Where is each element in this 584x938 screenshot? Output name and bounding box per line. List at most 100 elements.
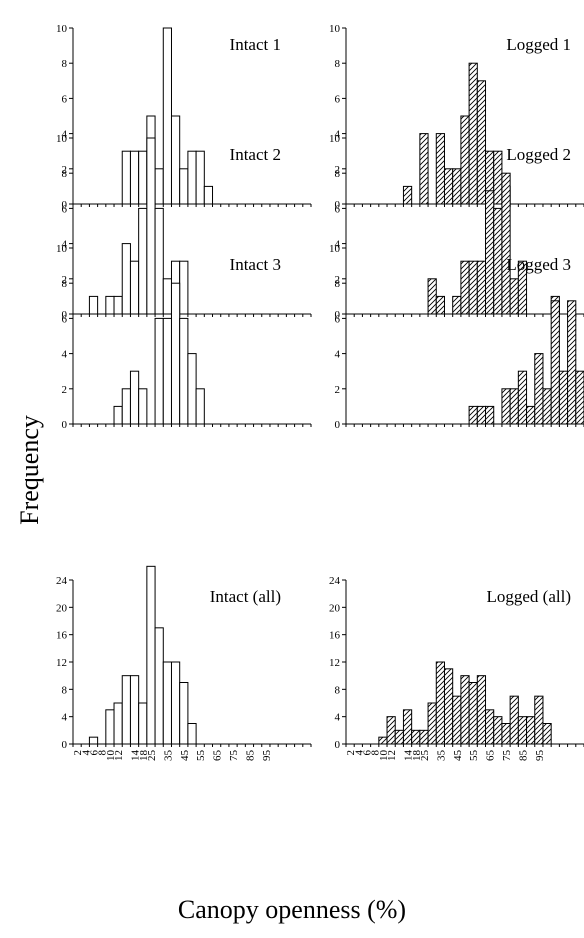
x-tick-label: 4 [80,750,92,756]
panel-title: Logged 2 [506,145,571,164]
y-tick-label: 0 [335,739,341,751]
histogram-bar [526,405,536,425]
y-tick-label: 24 [56,575,68,587]
histogram-bar [146,137,156,315]
histogram-bar [113,405,123,425]
y-tick-label: 16 [329,630,341,642]
y-tick-label: 0 [62,309,68,321]
y-tick-label: 0 [335,419,341,431]
histogram-bar [468,682,478,745]
y-tick-label: 8 [62,168,68,180]
histogram-bar [534,353,544,425]
y-tick-label: 10 [56,133,68,145]
histogram-bar [154,168,164,205]
panel-title: Intact (all) [210,587,281,606]
histogram-bar [485,190,495,315]
x-tick-label: 25 [419,750,431,762]
histogram-bar [550,300,560,425]
panel-title: Intact 1 [230,35,281,54]
x-tick-label: 8 [97,750,109,756]
histogram-bar [452,168,462,205]
y-tick-label: 10 [329,23,341,35]
y-tick-label: 2 [62,274,68,286]
x-tick-label: 65 [485,750,497,762]
histogram-bar [195,388,205,425]
y-tick-label: 0 [335,199,341,211]
y-tick-label: 10 [329,243,341,255]
histogram-bar [129,675,140,745]
y-tick-label: 8 [335,684,341,696]
histogram-bar [121,243,131,315]
x-tick-label: 6 [89,750,101,756]
panel-title: Logged 3 [506,255,571,274]
y-tick-label: 12 [329,657,340,669]
x-tick-label: 25 [146,750,158,762]
y-tick-label: 4 [62,349,68,361]
x-tick-label: 12 [113,750,125,761]
x-tick-label: 95 [534,750,546,762]
histogram-bar [138,150,148,205]
histogram-bar [121,675,131,745]
chart-panel: 0 2 4 6 8 10 Logged 2 [329,133,584,321]
x-tick-label: 18 [411,750,423,762]
histogram-bar [162,278,172,315]
histogram-bar [187,353,197,425]
histogram-bar [113,702,123,745]
y-tick-label: 6 [62,313,68,325]
y-tick-label: 6 [335,203,341,215]
histogram-bar [443,668,454,745]
histogram-bar [203,185,214,205]
histogram-bar [386,716,396,745]
x-tick-label: 65 [212,750,224,762]
y-tick-label: 16 [56,630,68,642]
histogram-bar [162,27,172,205]
y-tick-label: 6 [62,203,68,215]
x-tick-label: 75 [501,750,513,762]
histogram-bar [129,370,140,425]
histogram-bar [88,736,99,745]
histogram-bar [509,388,519,425]
histogram-bar [501,723,511,745]
x-tick-label: 2 [72,750,84,756]
histogram-bar [485,709,495,745]
histogram-bar [493,207,503,315]
histogram-bar [170,115,181,205]
y-tick-label: 2 [335,164,341,176]
histogram-bar [88,295,99,315]
x-tick-label: 12 [386,750,398,761]
y-tick-label: 0 [335,309,341,321]
histogram-bar [170,661,181,745]
histogram-bar [179,260,189,315]
y-tick-label: 8 [62,278,68,290]
y-tick-label: 6 [335,93,341,105]
histogram-bar [501,172,511,315]
histogram-bar [443,168,454,205]
y-tick-label: 4 [335,349,341,361]
histogram-bar [468,62,478,205]
histogram-bar [146,565,156,745]
histogram-bar [485,405,495,425]
histogram-bar [378,736,388,745]
histogram-bar [162,661,172,745]
histogram-bar [468,405,478,425]
histogram-bar [138,207,148,315]
x-tick-label: 85 [244,750,256,762]
x-tick-label: 45 [179,750,191,762]
y-tick-label: 4 [335,712,341,724]
histogram-bar [419,729,429,745]
y-tick-label: 4 [335,129,341,141]
y-tick-label: 6 [335,313,341,325]
histogram-bar [460,260,470,315]
histogram-bar [121,388,131,425]
histogram-bar [509,695,519,745]
histogram-bar [542,723,552,745]
chart-panel: 0 2 4 6 8 10 Logged 3 [329,243,584,431]
y-tick-label: 0 [62,419,68,431]
histogram-bar [138,702,148,745]
x-tick-label: 2 [345,750,357,756]
x-tick-label: 35 [162,750,174,762]
x-tick-label: 35 [435,750,447,762]
